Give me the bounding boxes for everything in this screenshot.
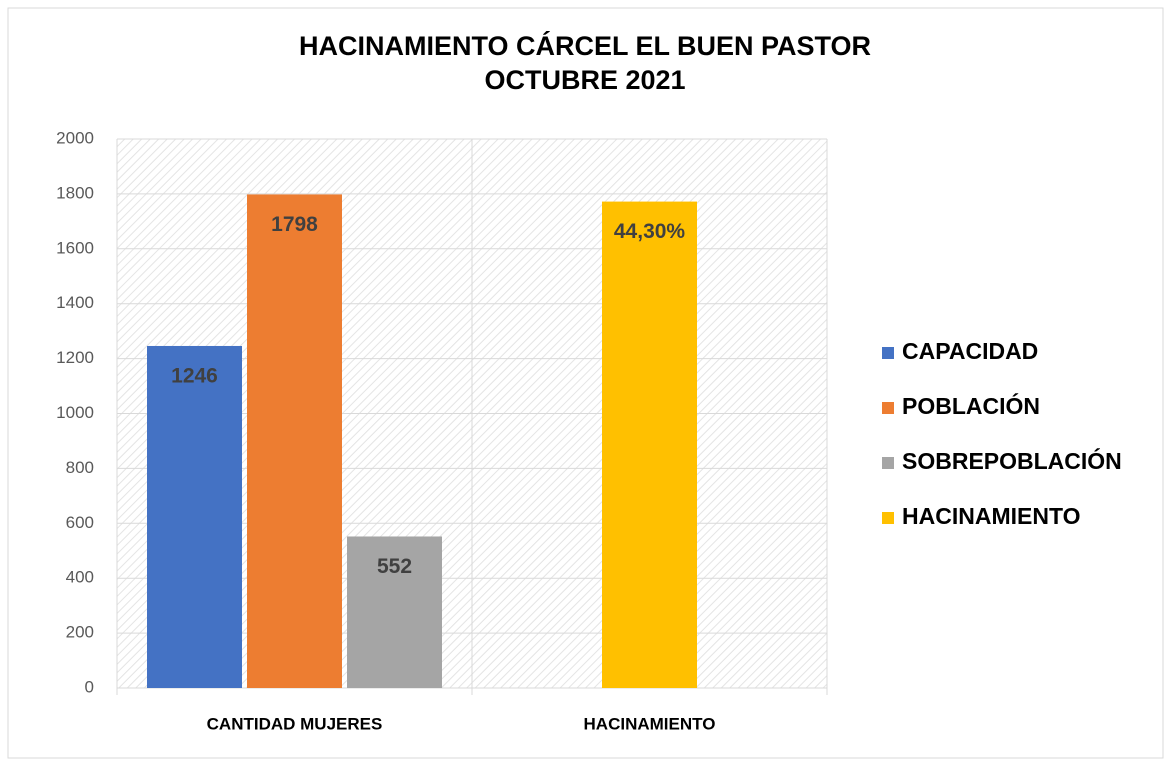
y-tick-label: 1600 xyxy=(56,238,94,257)
data-label: 1246 xyxy=(171,365,218,388)
data-label: 552 xyxy=(377,555,412,578)
legend-swatch xyxy=(882,457,894,469)
legend-label: SOBREPOBLACIÓN xyxy=(902,447,1122,474)
y-tick-label: 600 xyxy=(66,513,94,532)
x-tick-label: HACINAMIENTO xyxy=(584,714,716,733)
y-tick-label: 2000 xyxy=(56,128,94,147)
y-tick-label: 0 xyxy=(85,677,94,696)
legend-swatch xyxy=(882,347,894,359)
bar xyxy=(347,536,442,688)
bar xyxy=(147,345,242,688)
y-tick-label: 1800 xyxy=(56,183,94,202)
y-tick-label: 200 xyxy=(66,623,94,642)
bar xyxy=(602,201,697,688)
y-tick-label: 1000 xyxy=(56,403,94,422)
bar xyxy=(247,194,342,688)
y-tick-label: 400 xyxy=(66,568,94,587)
legend-swatch xyxy=(882,512,894,524)
legend-label: POBLACIÓN xyxy=(902,392,1040,419)
chart-subtitle: OCTUBRE 2021 xyxy=(484,65,685,95)
chart-title: HACINAMIENTO CÁRCEL EL BUEN PASTOR xyxy=(299,30,871,61)
y-tick-label: 800 xyxy=(66,458,94,477)
legend-label: HACINAMIENTO xyxy=(902,503,1080,529)
y-tick-label: 1400 xyxy=(56,293,94,312)
x-tick-label: CANTIDAD MUJERES xyxy=(207,714,383,733)
legend-swatch xyxy=(882,402,894,414)
data-label: 44,30% xyxy=(614,220,686,243)
y-tick-label: 1200 xyxy=(56,348,94,367)
data-label: 1798 xyxy=(271,213,318,236)
legend-label: CAPACIDAD xyxy=(902,338,1038,364)
